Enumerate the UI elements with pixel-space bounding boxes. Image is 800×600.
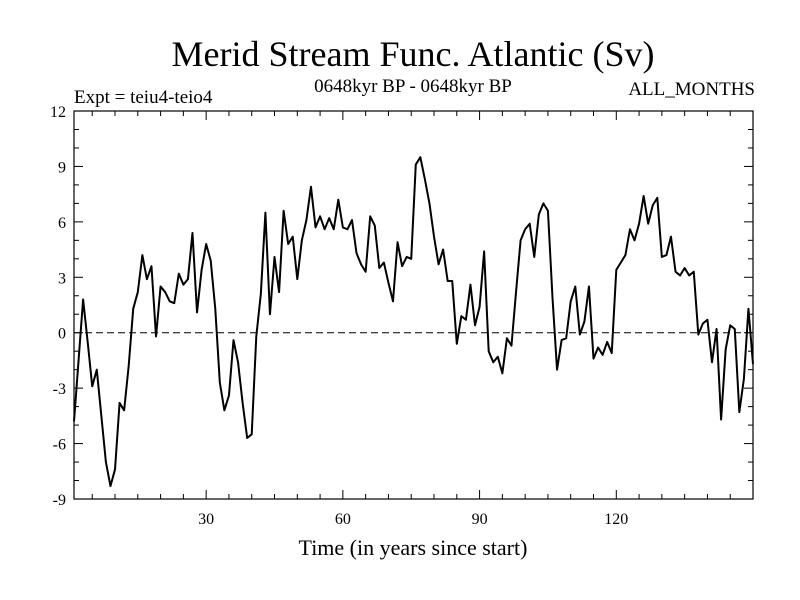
y-tick-label: -9: [53, 492, 66, 509]
x-tick-label: 30: [198, 511, 214, 528]
x-tick-label: 60: [335, 511, 351, 528]
y-tick-label: -6: [53, 437, 66, 454]
series-line-0: [73, 156, 754, 488]
plot-area: -9 -6 -3 0 3 6 9 12 30 60 90 120: [50, 104, 754, 528]
plot-frame: [73, 110, 754, 500]
y-tick-label: 6: [58, 215, 66, 232]
y-tick-label: 9: [58, 159, 66, 176]
experiment-label: Expt = teiu4-teio4: [74, 87, 213, 108]
y-tick-label: 12: [50, 104, 66, 121]
period-label: 0648kyr BP - 0648kyr BP: [314, 76, 512, 97]
y-tick-label: -3: [53, 381, 66, 398]
x-tick-label: 120: [604, 511, 628, 528]
x-tick-label: 90: [472, 511, 488, 528]
y-tick-label: 3: [58, 270, 66, 287]
chart-title: Merid Stream Func. Atlantic (Sv): [172, 34, 655, 74]
y-tick-label: 0: [58, 326, 66, 343]
x-axis-label: Time (in years since start): [299, 535, 528, 560]
months-label: ALL_MONTHS: [628, 79, 755, 100]
